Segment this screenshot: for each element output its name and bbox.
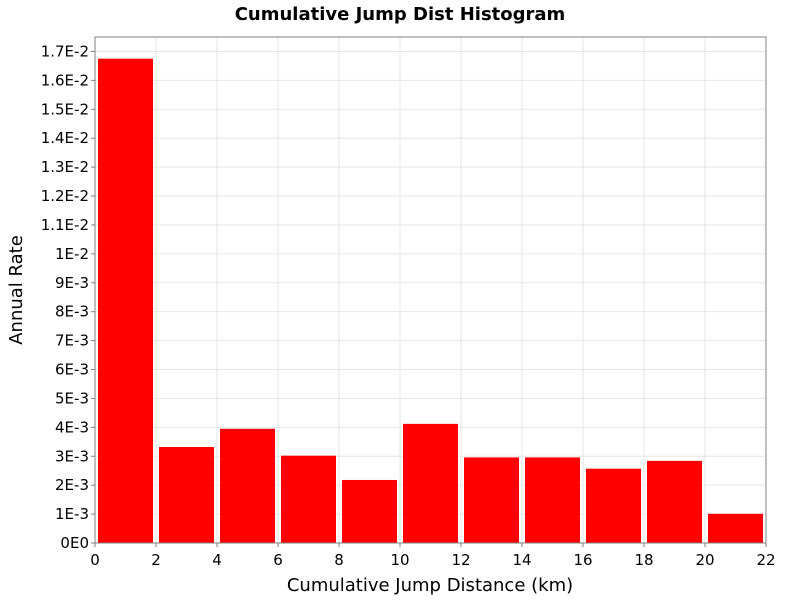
- histogram-bar: [98, 58, 153, 543]
- y-tick-label: 4E-3: [55, 418, 89, 436]
- y-tick-label: 1.3E-2: [41, 158, 89, 176]
- grid: [95, 37, 766, 543]
- x-axis: 0 2 4 6 8 10 12 14 16 18 20 22: [90, 543, 776, 569]
- x-tick-label: 8: [334, 551, 344, 569]
- histogram-bar: [525, 457, 580, 543]
- x-tick-label: 0: [90, 551, 100, 569]
- y-axis-label: Annual Rate: [6, 235, 27, 345]
- y-tick-label: 1E-3: [55, 505, 89, 523]
- x-tick-label: 20: [695, 551, 714, 569]
- bars: [98, 58, 763, 543]
- y-tick-label: 1.1E-2: [41, 216, 89, 234]
- histogram-bar: [464, 457, 519, 543]
- histogram-bar: [281, 455, 336, 543]
- histogram-bar: [220, 428, 275, 543]
- y-tick-label: 0E0: [60, 534, 89, 552]
- x-tick-label: 4: [212, 551, 222, 569]
- y-tick-label: 5E-3: [55, 389, 89, 407]
- x-tick-label: 12: [451, 551, 470, 569]
- y-tick-label: 1E-2: [55, 245, 89, 263]
- histogram-bar: [647, 460, 702, 543]
- y-tick-label: 7E-3: [55, 332, 89, 350]
- y-tick-label: 2E-3: [55, 476, 89, 494]
- chart-title: Cumulative Jump Dist Histogram: [235, 4, 566, 25]
- histogram-bar: [708, 513, 763, 543]
- x-tick-label: 2: [151, 551, 161, 569]
- x-tick-label: 14: [512, 551, 531, 569]
- y-tick-label: 1.7E-2: [41, 42, 89, 60]
- y-axis: 0E0 1E-3 2E-3 3E-3 4E-3 5E-3 6E-3 7E-3 8E-3 9E-3 1…: [41, 42, 95, 552]
- histogram-bar: [586, 468, 641, 543]
- y-tick-label: 1.5E-2: [41, 100, 89, 118]
- y-tick-label: 1.4E-2: [41, 129, 89, 147]
- histogram-bar: [342, 479, 397, 543]
- x-tick-label: 16: [573, 551, 592, 569]
- y-tick-label: 1.6E-2: [41, 71, 89, 89]
- y-tick-label: 6E-3: [55, 361, 89, 379]
- y-tick-label: 3E-3: [55, 447, 89, 465]
- x-tick-label: 18: [634, 551, 653, 569]
- x-tick-label: 6: [273, 551, 283, 569]
- histogram-bar: [403, 423, 458, 543]
- y-tick-label: 8E-3: [55, 303, 89, 321]
- histogram-bar: [159, 447, 214, 543]
- y-tick-label: 1.2E-2: [41, 187, 89, 205]
- x-axis-label: Cumulative Jump Distance (km): [287, 575, 573, 596]
- x-tick-label: 22: [756, 551, 775, 569]
- y-tick-label: 9E-3: [55, 274, 89, 292]
- x-tick-label: 10: [390, 551, 409, 569]
- plot-frame: [94, 36, 767, 544]
